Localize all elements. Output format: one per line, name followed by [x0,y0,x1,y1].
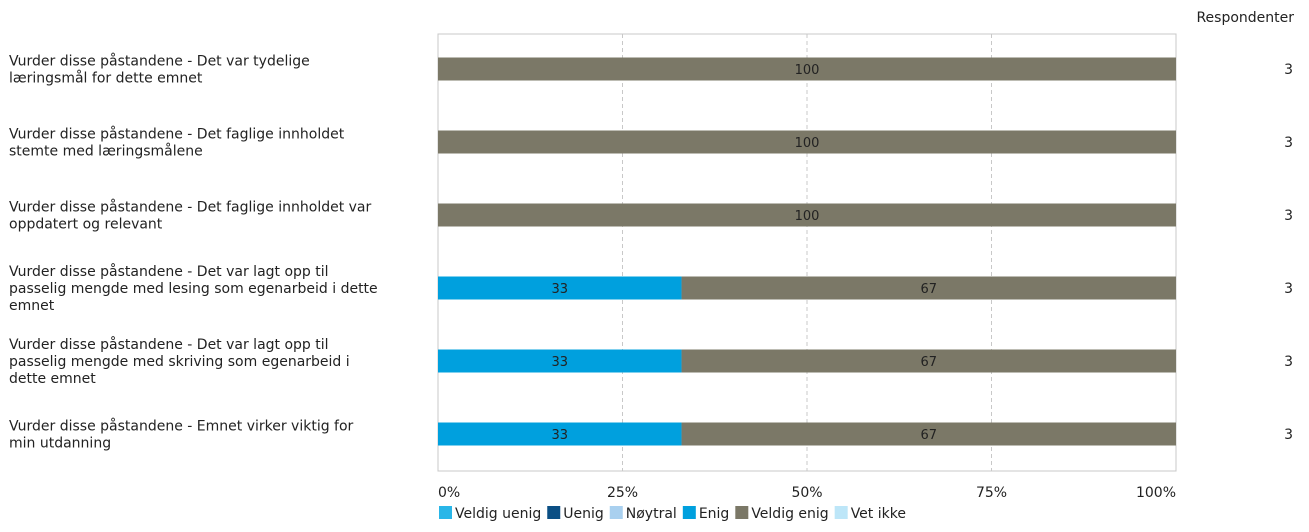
legend-label: Veldig enig [751,506,828,522]
respondent-counts: 3 3 3 3 3 3 [1284,62,1293,443]
bar-segment [438,276,682,300]
bar-segment [438,130,1176,154]
legend-swatch [547,506,561,519]
respondent-count: 3 [1284,135,1293,151]
bar-segment [438,203,1176,227]
x-tick-label: 100% [1136,485,1176,501]
bars: 100 100 100 33 67 33 67 33 67 [438,57,1176,446]
bar-segment [681,276,1176,300]
bar-segment [681,422,1176,446]
category-labels: Vurder disse påstandene - Det var tydeli… [9,53,378,452]
legend-swatch [834,506,848,519]
respondent-count: 3 [1284,354,1293,370]
respondents-header: Respondenter [1196,10,1294,26]
bar-value-label: 67 [920,355,937,370]
grid-lines [437,33,1177,472]
category-label: Vurder disse påstandene - Det var tydeli… [9,53,310,87]
bar-value-label: 67 [920,282,937,297]
legend-swatch [439,506,452,519]
x-tick-label: 50% [791,485,822,501]
bar-value-label: 33 [551,428,568,443]
legend-label: Enig [699,506,730,522]
bar-value-label: 100 [795,209,820,224]
category-label: Vurder disse påstandene - Det var lagt o… [9,263,378,314]
respondent-count: 3 [1284,62,1293,78]
legend-swatch [735,506,749,519]
bar-value-label: 100 [795,63,820,78]
category-label: Vurder disse påstandene - Det faglige in… [9,199,372,233]
legend-swatch [609,506,623,519]
legend-label: Vet ikke [851,506,906,522]
x-axis-ticks: 0% 25% 50% 75% 100% [438,485,1176,501]
category-label: Vurder disse påstandene - Det var lagt o… [9,336,350,387]
respondent-count: 3 [1284,427,1293,443]
x-tick-label: 25% [607,485,638,501]
respondent-count: 3 [1284,208,1293,224]
x-tick-label: 0% [438,485,460,501]
bar-value-label: 100 [795,136,820,151]
bar-value-label: 33 [551,282,568,297]
bar-segment [438,349,682,373]
category-label: Vurder disse påstandene - Det faglige in… [9,126,345,160]
legend-label: Veldig uenig [455,506,541,522]
legend-label: Nøytral [626,506,677,522]
x-tick-label: 75% [976,485,1007,501]
bar-segment [438,57,1176,81]
respondent-count: 3 [1284,281,1293,297]
legend: Veldig uenig Uenig Nøytral Enig Veldig enig V… [439,506,906,522]
bar-segment [438,422,682,446]
bar-segment [681,349,1176,373]
legend-swatch [682,506,696,519]
bar-value-label: 67 [920,428,937,443]
category-label: Vurder disse påstandene - Emnet virker v… [9,418,354,452]
legend-label: Uenig [563,506,604,522]
bar-value-label: 33 [551,355,568,370]
